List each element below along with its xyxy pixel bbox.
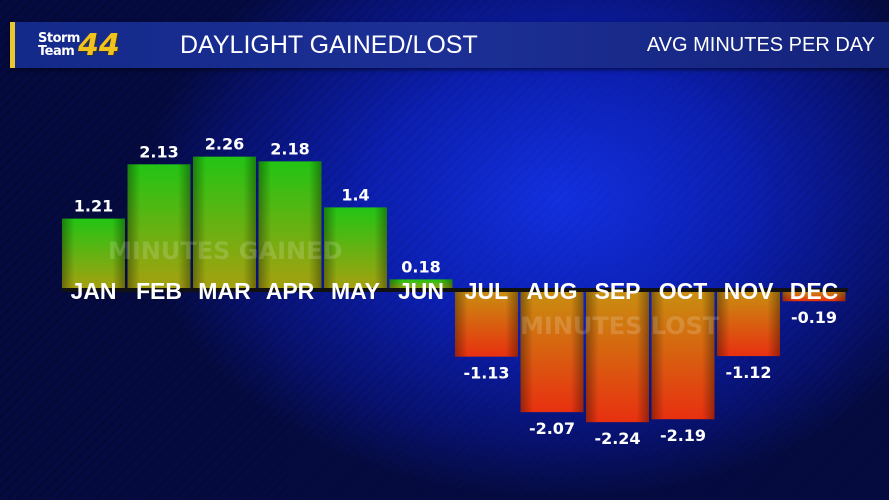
value-label: 2.26 [205, 135, 244, 154]
chart-title: DAYLIGHT GAINED/LOST [180, 31, 478, 59]
value-label: 1.21 [74, 197, 113, 216]
bar-shading [62, 218, 125, 290]
bar-shading [520, 290, 584, 413]
month-label: MAY [331, 278, 380, 304]
accent-bar [10, 22, 15, 68]
value-label: 0.18 [401, 257, 440, 276]
storm-team-44-logo: Storm Team 44 [38, 27, 120, 63]
month-label: OCT [659, 278, 708, 304]
month-label: AUG [526, 278, 577, 304]
bar-shading [127, 164, 191, 290]
value-label: -1.12 [725, 363, 771, 382]
chart-subtitle: AVG MINUTES PER DAY [646, 34, 875, 56]
bar-shading [193, 156, 256, 290]
value-label: 1.4 [341, 185, 369, 204]
logo-number: 44 [77, 27, 120, 63]
month-label: SEP [594, 278, 640, 304]
bar-shading [455, 290, 518, 357]
value-label: -1.13 [463, 364, 509, 383]
month-label: DEC [790, 278, 839, 304]
value-label: 2.13 [139, 142, 178, 161]
annotation-minutes-gained: MINUTES GAINED [108, 237, 342, 265]
annotation-minutes-lost: MINUTES LOST [520, 312, 720, 340]
bar-shading [258, 161, 322, 290]
value-label: -0.19 [791, 308, 837, 327]
bar-shading [389, 279, 453, 290]
month-label: JUL [465, 278, 508, 304]
month-label: NOV [724, 278, 775, 304]
month-label: APR [266, 278, 315, 304]
value-label: -2.19 [660, 426, 706, 445]
bar-shading [586, 290, 649, 423]
month-label: FEB [136, 278, 182, 304]
baseline [62, 288, 848, 292]
month-label: JUN [398, 278, 444, 304]
logo-text-storm: Storm [38, 31, 80, 46]
value-label: 2.18 [270, 139, 309, 158]
bar-shading [651, 290, 715, 420]
bar-shading [782, 290, 846, 302]
month-label: JAN [70, 278, 116, 304]
title-bar: Storm Team 44 DAYLIGHT GAINED/LOST AVG MI… [10, 22, 889, 68]
bar-shading [717, 290, 780, 357]
value-label: -2.24 [594, 429, 640, 448]
value-label: -2.07 [529, 419, 575, 438]
bar-shading [324, 207, 387, 290]
logo-text-team: Team [38, 44, 75, 59]
month-label: MAR [198, 278, 251, 304]
